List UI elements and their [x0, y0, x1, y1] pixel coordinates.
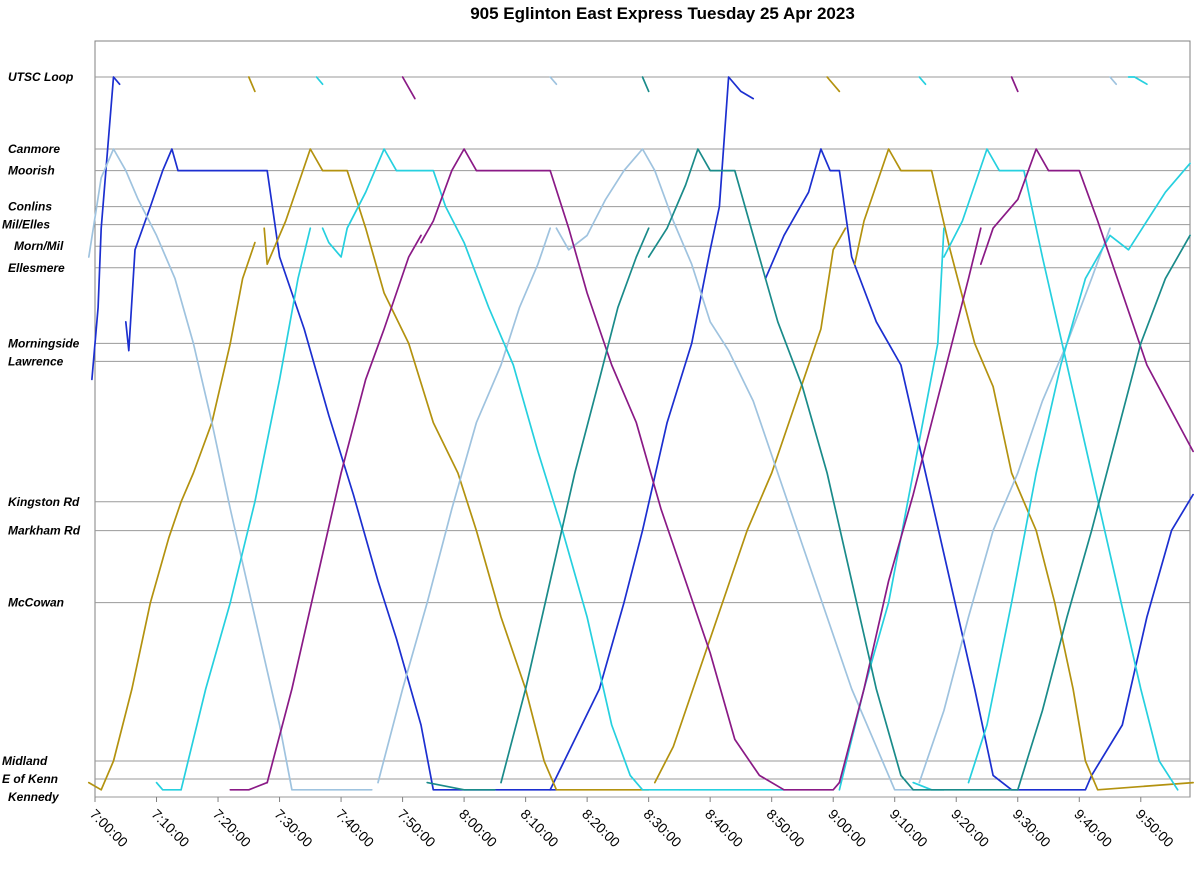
- bus-4-trip-1-line: [155, 781, 182, 791]
- bus-4-trip-9-line: [943, 148, 1179, 791]
- x-tick-label: 8:30:00: [641, 806, 685, 850]
- stop-label-morningside: Morningside: [8, 336, 80, 350]
- trip-lines: [87, 76, 1194, 791]
- x-tick-label: 7:50:00: [394, 806, 438, 850]
- stop-label-canmore: Canmore: [8, 142, 60, 156]
- bus-1-trip-5-line: [1090, 493, 1194, 777]
- stop-label-midland: Midland: [2, 754, 48, 768]
- bus-4-trip-7-line: [838, 227, 945, 791]
- plot-area-frame: [94, 40, 1191, 798]
- stop-label-e-of-kenn: E of Kenn: [2, 772, 58, 786]
- bus-2-trip-3-line: [247, 76, 256, 93]
- x-tick-label: 8:10:00: [517, 806, 561, 850]
- x-tick-label: 9:20:00: [948, 806, 992, 850]
- bus-1-trip-4-line: [764, 148, 1093, 791]
- stop-label-kennedy: Kennedy: [8, 790, 60, 804]
- x-tick-label: 9:40:00: [1071, 806, 1115, 850]
- stop-label-conlins: Conlins: [8, 200, 52, 214]
- bus-5-trip-1-line: [229, 781, 269, 791]
- stop-gridlines: [95, 76, 1190, 798]
- bus-2-trip-5-line: [826, 76, 841, 93]
- bus-4-trip-8-line: [918, 76, 927, 86]
- bus-4-trip-11-line: [1127, 76, 1148, 86]
- bus-3-trip-5-line: [918, 227, 1111, 784]
- bus-4-trip-3-line: [315, 76, 324, 86]
- x-tick-label: 7:30:00: [271, 806, 315, 850]
- stop-label-lawrence: Lawrence: [8, 354, 64, 368]
- bus-6-trip-1-line: [426, 781, 496, 791]
- bus-2-trip-2-line: [263, 148, 650, 791]
- x-tick-label: 7:40:00: [333, 806, 377, 850]
- bus-5-trip-3-line: [401, 76, 416, 100]
- x-tick-label: 8:20:00: [579, 806, 623, 850]
- bus-6-trip-2-line: [500, 227, 650, 784]
- x-tick-label: 7:00:00: [87, 806, 131, 850]
- stop-label-ellesmere: Ellesmere: [8, 261, 65, 275]
- bus-6-trip-3-line: [641, 76, 650, 93]
- bus-4-trip-2-line: [180, 227, 312, 791]
- bus-1-trip-2-line: [124, 148, 558, 791]
- bus-5-trip-7-line: [979, 148, 1194, 453]
- stop-label-moorish: Moorish: [8, 164, 55, 178]
- stop-label-morn-mil: Morn/Mil: [14, 239, 64, 253]
- bus-4-trip-4-line: [321, 148, 681, 791]
- stop-label-mccowan: McCowan: [8, 596, 64, 610]
- x-tick-label: 9:50:00: [1133, 806, 1177, 850]
- bus-2-trip-4-line: [653, 227, 847, 784]
- bus-2-trip-1-line: [87, 241, 256, 791]
- bus-3-trip-6-line: [1109, 76, 1118, 86]
- bus-5-trip-2-line: [266, 234, 422, 784]
- x-tick-label: 8:40:00: [702, 806, 746, 850]
- bus-5-trip-4-line: [420, 148, 841, 791]
- x-tick-label: 9:00:00: [825, 806, 869, 850]
- bus-4-trip-6-line: [912, 781, 945, 791]
- x-tick-label: 7:20:00: [210, 806, 254, 850]
- bus-3-trip-4-line: [555, 148, 915, 791]
- chart-title: 905 Eglinton East Express Tuesday 25 Apr…: [470, 4, 855, 23]
- bus-1-trip-1-line: [91, 76, 121, 381]
- bus-3-trip-1-line: [87, 148, 373, 791]
- stop-label-utsc-loop: UTSC Loop: [8, 70, 73, 84]
- stop-label-kingston-rd: Kingston Rd: [8, 495, 80, 509]
- x-tick-label: 7:10:00: [148, 806, 192, 850]
- x-tick-label: 8:50:00: [764, 806, 808, 850]
- bus-3-trip-3-line: [549, 76, 558, 86]
- bus-5-trip-5-line: [838, 227, 982, 784]
- bus-6-trip-5-line: [1016, 234, 1191, 791]
- x-tick-label: 8:00:00: [456, 806, 500, 850]
- x-tick-label: 9:30:00: [1010, 806, 1054, 850]
- bus-5-trip-6-line: [1010, 76, 1019, 93]
- bus-6-trip-4-line: [647, 148, 1019, 791]
- stop-label-markham-rd: Markham Rd: [8, 524, 81, 538]
- bus-2-trip-6-line: [853, 148, 1194, 791]
- stop-label-mil-elles: Mil/Elles: [2, 218, 50, 232]
- x-tick-label: 9:10:00: [887, 806, 931, 850]
- bus-3-trip-2-line: [377, 227, 552, 784]
- time-axis: 7:00:00 7:10:00 7:20:00 7:30:00 7:40:00 7:50:…: [87, 797, 1177, 850]
- bus-4-trip-10-line: [967, 162, 1191, 784]
- stop-labels: UTSC Loop Canmore Moorish Conlins Mil/Elles M…: [2, 70, 81, 804]
- bus-1-trip-3-line: [549, 76, 755, 791]
